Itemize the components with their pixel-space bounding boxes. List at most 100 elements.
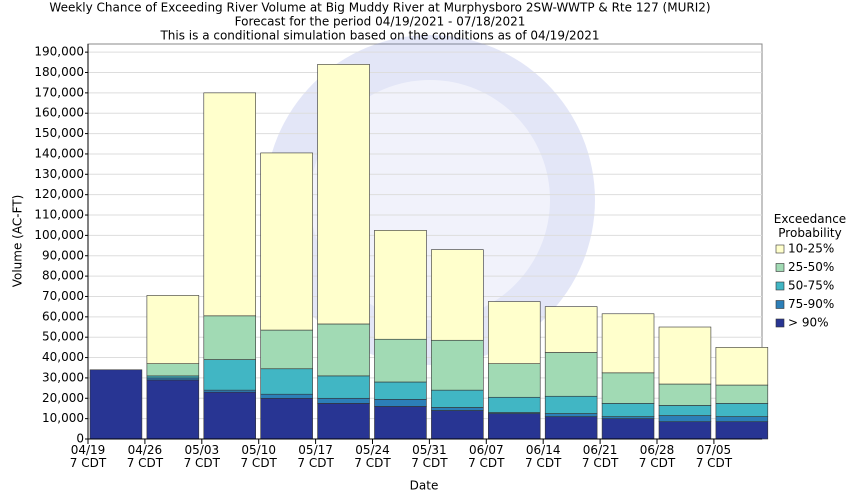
bar-segment [203,389,257,393]
bar-segment [601,403,655,417]
x-tick-label: 04/19 7 CDT [69,443,107,470]
bar-segment [487,301,541,364]
bar-segment [601,372,655,404]
bar-segment [431,249,484,341]
x-tick-label: 06/14 7 CDT [524,443,562,470]
x-tick-label: 06/07 7 CDT [468,443,505,470]
bar-segment [260,152,313,331]
x-tick-label: 04/26 7 CDT [126,443,164,470]
x-tick-label: 07/05 7 CDT [695,443,733,470]
bar-segment [658,405,712,416]
x-tick-label: 06/28 7 CDT [638,443,676,470]
bar-segment [715,421,769,440]
x-tick-label: 05/17 7 CDT [297,443,334,470]
bar-segment [260,397,313,440]
y-tick-label: 100,000 [34,228,84,242]
bar-segment [146,375,200,379]
bar-segment [146,379,200,440]
x-tick-label: 05/24 7 CDT [354,443,391,470]
bar-segment [374,406,427,440]
bar-segment [658,383,712,406]
bar-segment [203,359,257,391]
bar-segment [487,396,541,413]
y-tick-label: 190,000 [34,45,84,59]
legend-label: 75-90% [788,297,834,311]
y-tick-label: 50,000 [42,330,84,344]
y-tick-label: 90,000 [42,248,84,262]
bar-segment [715,384,769,404]
chart-subtitle: Forecast for the period 04/19/2021 - 07/… [235,15,526,29]
y-tick-label: 20,000 [42,391,84,405]
bar-segment [487,413,541,440]
bar-segment [601,418,655,440]
legend-label: 25-50% [788,260,834,274]
legend-label: > 90% [788,316,829,330]
bar-segment [260,368,313,395]
y-tick-label: 60,000 [42,309,84,323]
bar-segment [89,369,143,440]
x-tick-label: 05/31 7 CDT [411,443,448,470]
y-tick-label: 150,000 [34,126,84,140]
bar-segment [317,323,370,377]
legend-label: 50-75% [788,279,834,293]
y-tick-label: 30,000 [42,370,84,384]
bar-segment [317,397,370,404]
bar-segment [715,403,769,417]
bar-segment [203,315,257,360]
y-tick-label: 110,000 [34,208,84,222]
bar-segment [317,375,370,399]
y-tick-label: 70,000 [42,289,84,303]
bar-segment [431,339,484,391]
bar-segment [146,377,200,381]
y-tick-label: 170,000 [34,85,84,99]
bar-segment [715,416,769,422]
bar-segment [431,410,484,440]
x-tick-label: 06/21 7 CDT [581,443,619,470]
bar-segment [431,389,484,408]
x-tick-label: 05/03 7 CDT [183,443,220,470]
bar-segment [203,391,257,440]
bar-segment [601,313,655,374]
y-tick-label: 160,000 [34,106,84,120]
chart-title: Weekly Chance of Exceeding River Volume … [49,1,710,15]
y-tick-label: 80,000 [42,269,84,283]
y-tick-label: 0 [76,432,84,446]
bar-segment [658,421,712,440]
bar-segment [374,381,427,400]
legend-swatch [775,281,785,291]
legend-swatch [775,244,785,254]
y-tick-label: 40,000 [42,350,84,364]
y-tick-label: 10,000 [42,411,84,425]
bar-segment [544,306,598,353]
bar-segment [544,352,598,397]
bar-segment [544,395,598,414]
y-tick-label: 120,000 [34,187,84,201]
legend-swatch [775,300,785,309]
bar-segment [601,416,655,419]
bar-segment [146,295,200,364]
legend-label: 10-25% [788,242,834,256]
y-axis-label: Volume (AC-FT) [11,195,25,288]
chart-note: This is a conditional simulation based o… [159,29,599,43]
bar-segment [374,230,427,340]
bar-segment [260,393,313,399]
bar-segment [317,403,370,440]
bar-segment [203,92,257,317]
bar-segment [146,363,200,377]
bar-segment [317,64,370,325]
y-tick-label: 140,000 [34,146,84,160]
legend-swatch [775,318,785,328]
bar-segment [715,347,769,386]
bar-segment [487,363,541,398]
bar-segment [658,326,712,385]
bar-segment [260,329,313,370]
bar-segment [658,415,712,422]
legend-title: Exceedance Probability [773,212,847,240]
bar-segment [544,416,598,440]
bar-segment [374,398,427,407]
bar-segment [431,407,484,411]
y-tick-label: 180,000 [34,65,84,79]
x-tick-label: 05/10 7 CDT [240,443,277,470]
